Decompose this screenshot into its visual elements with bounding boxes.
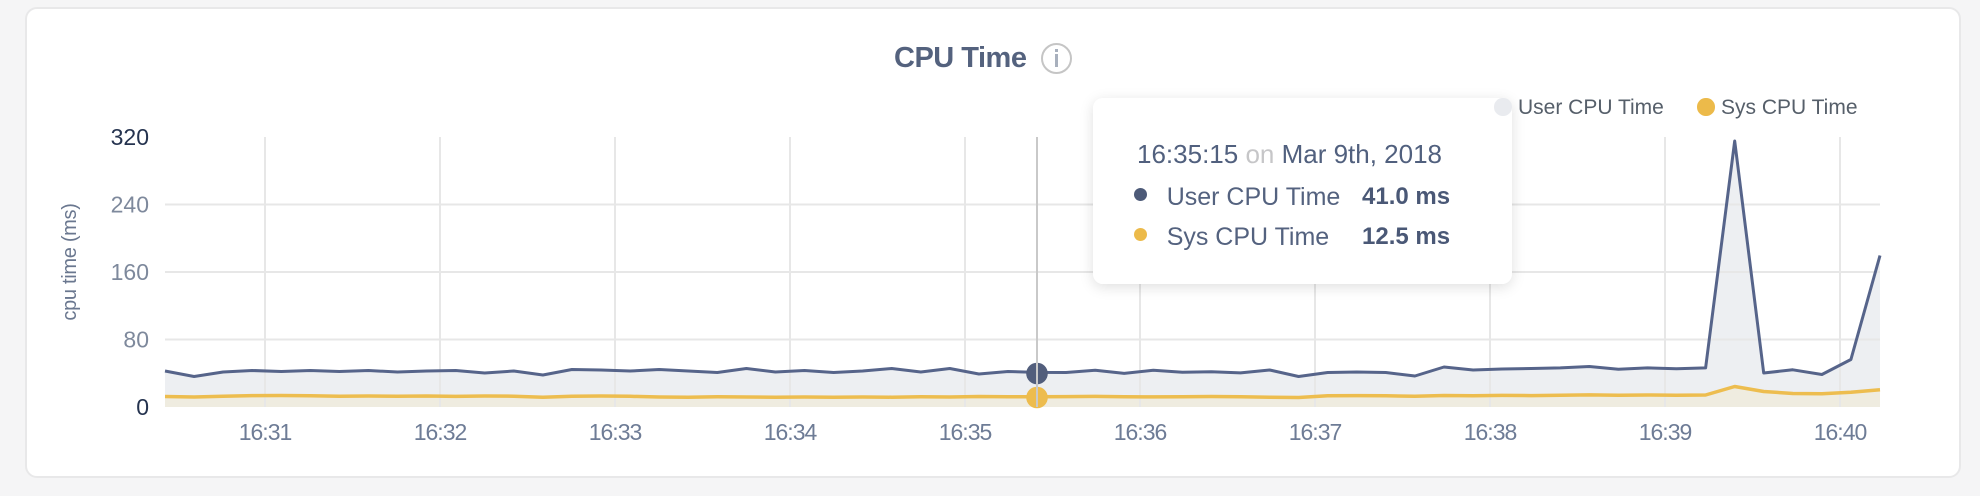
svg-text:16:38: 16:38 [1464,419,1517,445]
svg-text:cpu time (ms): cpu time (ms) [59,203,81,320]
svg-text:16:39: 16:39 [1639,419,1692,445]
svg-text:160: 160 [111,259,149,285]
svg-text:16:36: 16:36 [1114,419,1167,445]
svg-text:16:32: 16:32 [414,419,467,445]
svg-text:16:31: 16:31 [239,419,292,445]
svg-text:16:37: 16:37 [1289,419,1342,445]
svg-text:16:35: 16:35 [939,419,992,445]
svg-text:80: 80 [123,327,149,353]
svg-text:16:33: 16:33 [589,419,642,445]
svg-text:240: 240 [111,192,149,218]
svg-text:320: 320 [111,124,149,150]
svg-text:16:40: 16:40 [1814,419,1867,445]
svg-text:16:34: 16:34 [764,419,818,445]
svg-text:0: 0 [136,394,149,420]
